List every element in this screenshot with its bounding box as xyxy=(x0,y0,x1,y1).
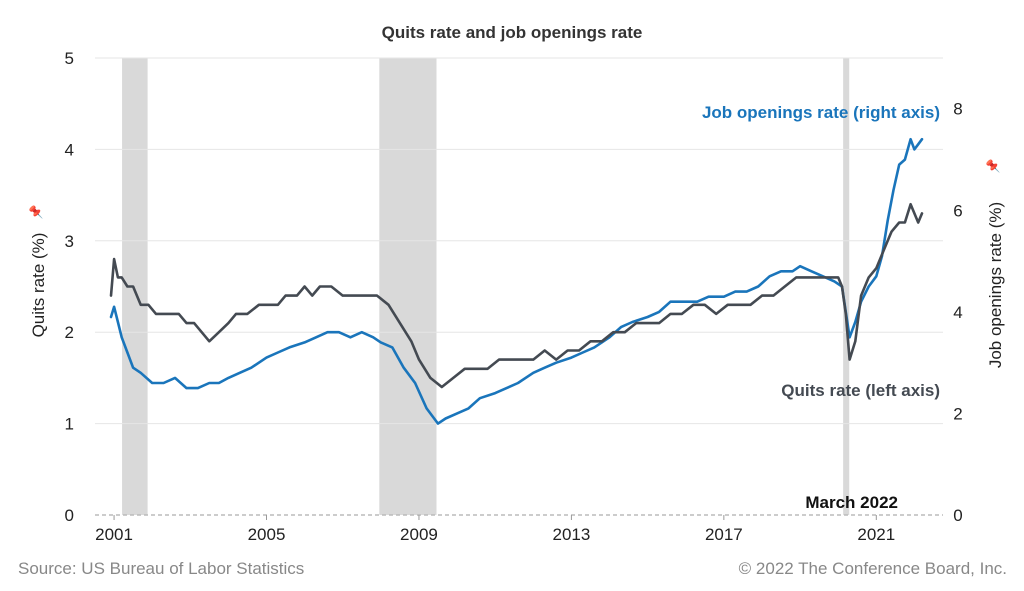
x-tick-label-4: 2017 xyxy=(705,525,743,544)
series-lines xyxy=(109,137,924,425)
y-right-tick-label-3: 6 xyxy=(953,201,962,220)
y-axis-right-label: Job openings rate (%) xyxy=(986,202,1005,368)
y-right-tick-label-2: 4 xyxy=(953,303,962,322)
x-tick-label-1: 2005 xyxy=(248,525,286,544)
pin-icon-left: 📌 xyxy=(28,204,43,219)
chart-title: Quits rate and job openings rate xyxy=(382,23,643,42)
y-axis-left-ticks: 0 1 2 3 4 5 xyxy=(65,49,74,525)
y-left-tick-label-2: 2 xyxy=(65,323,74,342)
y-left-tick-label-1: 1 xyxy=(65,415,74,434)
recession-bands xyxy=(122,58,850,515)
x-tick-label-3: 2013 xyxy=(552,525,590,544)
x-tick-label-2: 2009 xyxy=(400,525,438,544)
y-right-tick-label-0: 0 xyxy=(953,506,962,525)
date-annotation: March 2022 xyxy=(805,493,898,512)
source-note: Source: US Bureau of Labor Statistics xyxy=(18,559,304,578)
copyright-note: © 2022 The Conference Board, Inc. xyxy=(739,559,1007,578)
gridlines xyxy=(95,57,943,425)
y-left-tick-label-5: 5 xyxy=(65,49,74,68)
y-right-tick-label-1: 2 xyxy=(953,404,962,423)
y-axis-right-ticks: 0 2 4 6 8 xyxy=(953,100,962,525)
recession-band-2 xyxy=(843,58,850,515)
x-axis-ticks: 2001 2005 2009 2013 2017 2021 xyxy=(95,515,895,544)
y-left-tick-label-0: 0 xyxy=(65,506,74,525)
recession-band-1 xyxy=(379,58,437,515)
y-left-tick-label-3: 3 xyxy=(65,232,74,251)
x-tick-label-0: 2001 xyxy=(95,525,133,544)
x-tick-label-5: 2021 xyxy=(857,525,895,544)
job-openings-annotation: Job openings rate (right axis) xyxy=(702,103,940,122)
y-axis-left-label: Quits rate (%) xyxy=(29,233,48,338)
pin-icon-right: 📌 xyxy=(985,158,1000,173)
series-line-quits xyxy=(109,202,924,389)
quits-annotation: Quits rate (left axis) xyxy=(781,381,940,400)
y-right-tick-label-4: 8 xyxy=(953,100,962,119)
y-left-tick-label-4: 4 xyxy=(65,140,74,159)
